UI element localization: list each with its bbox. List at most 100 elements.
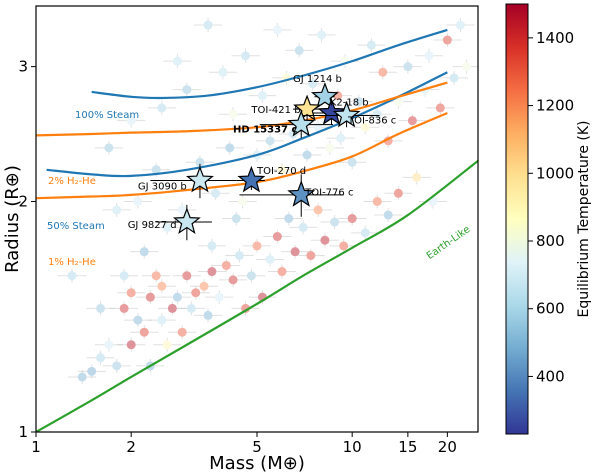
planet-star-marker [172, 207, 201, 234]
background-planet-marker [207, 267, 217, 277]
background-planet-marker [383, 210, 393, 220]
background-planet [398, 113, 427, 128]
planet-star-marker [310, 82, 339, 109]
background-planet [274, 211, 303, 226]
model-curve [91, 28, 448, 100]
background-planet [446, 18, 475, 33]
background-planet-marker [393, 188, 403, 198]
background-planet-marker [119, 271, 129, 281]
colorbar-tick-label: 1000 [536, 164, 574, 182]
y-axis-label: Radius (R⊕) [2, 165, 23, 273]
background-planet [123, 194, 152, 209]
background-planet-marker [182, 271, 192, 281]
background-planet-marker [265, 136, 275, 146]
background-planet-marker [238, 196, 248, 206]
background-planet-marker [182, 85, 192, 95]
background-planet-marker [87, 366, 97, 376]
background-planet-marker [330, 217, 340, 227]
background-planet-marker [177, 327, 187, 337]
background-planet-marker [378, 67, 388, 77]
background-planet-marker [195, 157, 205, 167]
background-planet [208, 65, 237, 80]
background-planet-marker [207, 241, 217, 251]
background-planet [102, 358, 131, 373]
background-planet [237, 268, 266, 283]
model-label: 1% H₂-He [48, 257, 96, 268]
model-curve [36, 159, 478, 432]
background-planet [86, 350, 115, 365]
background-planet-marker [133, 315, 143, 325]
planet-star-marker [293, 94, 322, 122]
background-planet-marker [246, 271, 256, 281]
background-planet [315, 140, 344, 155]
background-planet [153, 337, 182, 352]
background-planet-marker [284, 214, 294, 224]
background-planet [86, 301, 115, 316]
background-planet-marker [347, 214, 357, 224]
background-planet-marker [360, 228, 370, 238]
y-tick-label: 3 [18, 58, 28, 76]
background-planet-marker [162, 222, 172, 232]
background-planet-marker [151, 165, 161, 175]
background-planet-marker [133, 196, 143, 206]
background-planet-marker [157, 281, 167, 291]
planet-label: TOI-836 c [347, 115, 396, 126]
background-planet [326, 131, 355, 146]
background-planet [194, 18, 223, 33]
model-label: Earth-Like [425, 224, 473, 262]
background-planet-marker [126, 340, 136, 350]
model-curve [36, 81, 448, 137]
planet-label: TOI-776 c [304, 188, 353, 199]
highlighted-planet: TOI-836 c [303, 100, 396, 128]
colorbar-gradient [505, 3, 529, 435]
background-planet [228, 194, 257, 209]
background-planet-marker [308, 79, 318, 89]
planet-star-marker [317, 98, 346, 125]
background-planet-marker [313, 205, 323, 215]
highlighted-planet: TOI-421 b [250, 94, 322, 122]
background-planet-marker [272, 232, 282, 242]
background-planet [307, 27, 336, 42]
background-planet [130, 244, 159, 259]
planet-label: GJ 3090 b [138, 181, 187, 192]
highlighted-planet: GJ 1214 b [293, 74, 342, 109]
highlighted-planet: TOI-776 c [239, 174, 353, 217]
background-planet-marker [336, 133, 346, 143]
background-planet [374, 133, 403, 148]
background-planet-marker [172, 56, 182, 66]
background-planet-marker [96, 303, 106, 313]
background-planet-marker [354, 97, 364, 107]
background-planet-marker [199, 281, 209, 291]
background-planet [433, 33, 462, 48]
highlighted-planet: GJ 9827 d [128, 204, 212, 241]
background-planet-marker [412, 172, 422, 182]
background-planet [363, 107, 392, 122]
background-planet-marker [449, 73, 459, 83]
background-planet [219, 107, 248, 122]
background-planet [158, 301, 187, 316]
background-planet [363, 194, 392, 209]
background-planet-marker [191, 288, 201, 298]
background-planet [289, 220, 318, 235]
background-planet-marker [294, 45, 304, 55]
background-planet-marker [203, 310, 213, 320]
x-tick-label: 2 [126, 438, 136, 456]
plot-frame [35, 5, 479, 433]
background-planet [351, 120, 380, 135]
model-curve [46, 71, 448, 178]
background-planet-marker [277, 165, 287, 175]
planet-star-marker [332, 100, 361, 128]
background-planet [338, 155, 367, 170]
background-planet [222, 211, 251, 226]
background-planet [243, 238, 271, 253]
planet-label: HD 15337 c [233, 125, 297, 136]
x-tick-label: 20 [438, 438, 457, 456]
background-planet [415, 48, 444, 63]
background-planet-marker [455, 20, 465, 30]
background-planet-marker [372, 109, 382, 119]
background-planet-marker [203, 20, 213, 30]
background-planet-marker [403, 62, 413, 72]
background-planet [163, 290, 192, 305]
background-planet-marker [360, 122, 370, 132]
background-planet [329, 238, 358, 253]
